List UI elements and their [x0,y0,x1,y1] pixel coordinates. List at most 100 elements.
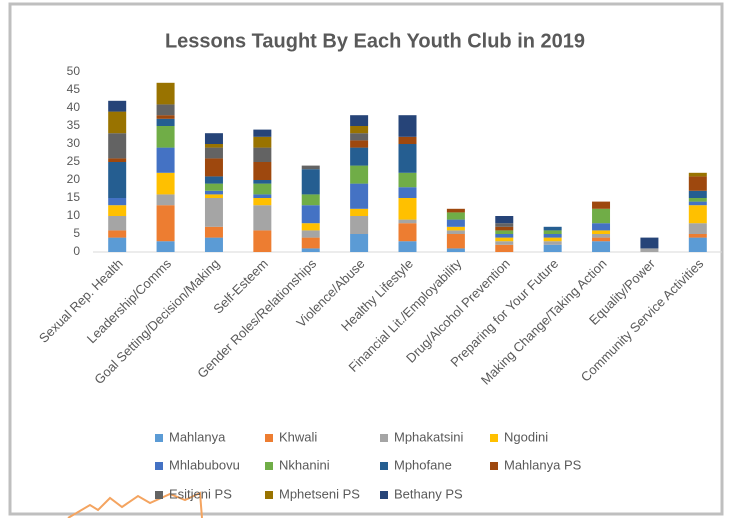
bar-segment [253,198,272,206]
bar-segment [204,226,223,238]
decoration [67,491,203,519]
bar-segment [350,147,369,166]
bar-segment [253,162,272,180]
legend-swatch [265,434,273,442]
bar-segment [253,183,272,195]
legend-label: Mphakatsini [394,429,463,444]
legend-label: Khwali [279,429,317,444]
bar-segment [495,226,514,231]
legend-swatch [490,434,498,442]
bar-segment [350,140,369,148]
bar-segment [543,241,562,245]
bar-segment [156,194,175,206]
bar-segment [108,198,127,206]
y-tick-label: 45 [67,82,81,96]
bar-segment [156,147,175,173]
bar-segment [446,208,465,213]
bar-segment [204,190,223,195]
bar-segment [156,172,175,195]
y-tick-label: 35 [67,118,81,132]
legend-swatch [155,434,163,442]
bar-segment [398,172,417,188]
bar-segment [156,82,175,105]
chart-title: Lessons Taught By Each Youth Club in 201… [165,30,585,52]
bar-segment [204,183,223,191]
bar-segment [156,205,175,242]
bar-segment [253,180,272,184]
bar-segment [156,241,175,252]
legend-label: Nkhanini [279,457,330,472]
y-tick-label: 25 [67,154,81,168]
legend-swatch [380,491,388,499]
legend-swatch [380,434,388,442]
bar-segment [301,205,320,224]
bar-segment [688,237,707,252]
bar-segment [108,230,127,238]
bar-segment [156,115,175,119]
bar-segment [204,147,223,159]
bar-segment [253,205,272,231]
bar-segment [495,234,514,238]
bar-segment [446,212,465,220]
legend-label: Mahlanya PS [504,457,582,472]
bar-segment [301,169,320,195]
bar-segment [108,111,127,134]
bar-segment [108,162,127,198]
bar-segment [398,144,417,173]
bar-segment [543,230,562,234]
bar-segment [350,126,369,134]
bar-segment [688,172,707,177]
legend-swatch [155,491,163,499]
frame [8,2,724,516]
legend-label: Mphetseni PS [279,486,360,501]
bar-segment [253,194,272,198]
bar-segment [204,144,223,148]
legend-label: Bethany PS [394,486,463,501]
bar-segment [495,216,514,224]
legend-label: Mhlabubovu [169,457,240,472]
bar-segment [108,237,127,252]
bar-segment [592,237,611,242]
bar-segment [688,176,707,191]
bar-segment [350,216,369,234]
bar-segment [495,230,514,234]
y-tick-label: 20 [67,172,81,186]
bar-segment [543,234,562,238]
bar-segment [301,237,320,249]
bar-segment [495,223,514,227]
bar-segment [688,234,707,238]
bar-segment [156,118,175,126]
bar-segment [446,248,465,252]
bar-segment [350,208,369,216]
bar-segment [446,226,465,231]
bar-segment [640,237,659,249]
bar-segment [495,244,514,252]
bar-segment [495,237,514,242]
bar-segment [108,133,127,159]
legend-label: Ngodini [504,429,548,444]
bar-segment [204,198,223,227]
bar-segment [350,183,369,209]
bar-segment [253,129,272,137]
bar-segment [592,230,611,234]
bar-segment [253,136,272,148]
bar-segment [543,244,562,252]
bar-segment [640,248,659,252]
bar-segment [108,158,127,162]
bar-segment [350,165,369,184]
bar-segment [253,147,272,162]
bar-segment [495,241,514,245]
bar-segment [398,136,417,144]
bar-segment [350,115,369,126]
bar-segment [398,241,417,252]
y-tick-label: 40 [67,100,81,114]
bar-segment [446,219,465,227]
bar-segment [446,230,465,234]
bar-segment [156,104,175,116]
bar-segment [398,219,417,224]
bar-segment [592,234,611,238]
bar-segment [108,216,127,231]
bar-segment [592,241,611,252]
bar-segment [688,190,707,198]
